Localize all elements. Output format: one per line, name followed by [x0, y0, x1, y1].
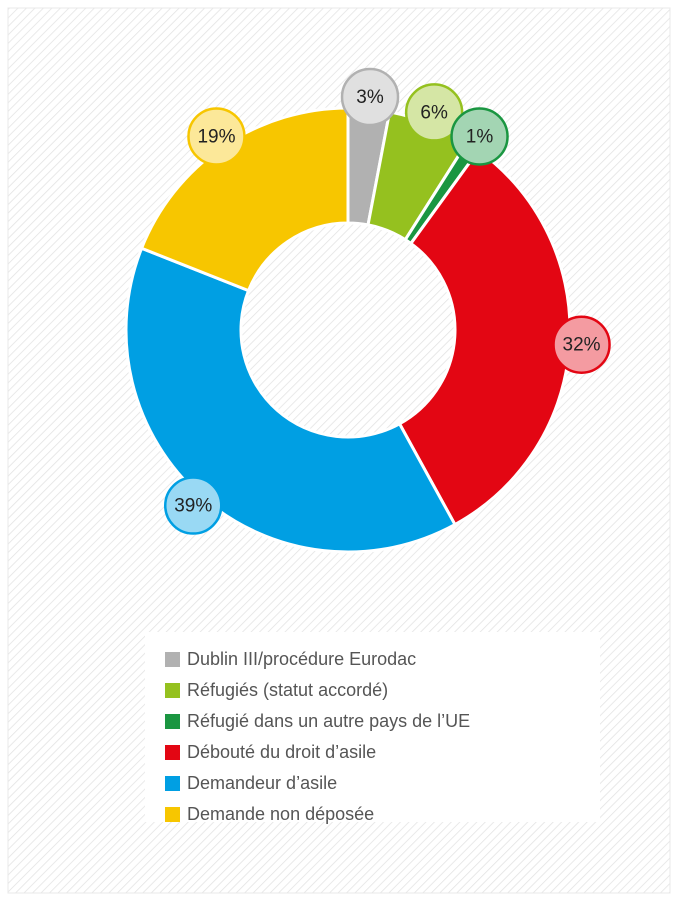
legend-box: [145, 632, 600, 822]
legend-label: Demande non déposée: [187, 804, 374, 824]
data-label: 6%: [420, 102, 448, 123]
donut-slice: [139, 106, 350, 293]
legend-swatch: [165, 745, 180, 760]
label-bubble: [450, 107, 509, 166]
legend-label: Réfugiés (statut accordé): [187, 680, 388, 700]
label-bubble: [340, 67, 400, 127]
data-label: 32%: [563, 335, 601, 356]
legend-swatch: [165, 807, 180, 822]
label-bubble: [552, 315, 611, 374]
legend-label: Réfugié dans un autre pays de l’UE: [187, 711, 470, 731]
legend-label: Débouté du droit d’asile: [187, 742, 376, 762]
legend-swatch: [165, 776, 180, 791]
data-label: 3%: [356, 87, 384, 108]
label-bubble: [404, 83, 464, 142]
legend-swatch: [165, 683, 180, 698]
legend-label: Demandeur d’asile: [187, 773, 337, 793]
legend-swatch: [165, 652, 180, 667]
data-label: 19%: [197, 126, 235, 147]
legend-swatch: [165, 714, 180, 729]
label-bubble: [187, 107, 246, 166]
data-label: 39%: [174, 496, 212, 517]
legend-label: Dublin III/procédure Eurodac: [187, 649, 416, 669]
data-label: 1%: [466, 126, 494, 147]
label-bubble: [164, 476, 223, 535]
donut-slice: [124, 246, 457, 554]
donut-slice: [397, 148, 572, 527]
